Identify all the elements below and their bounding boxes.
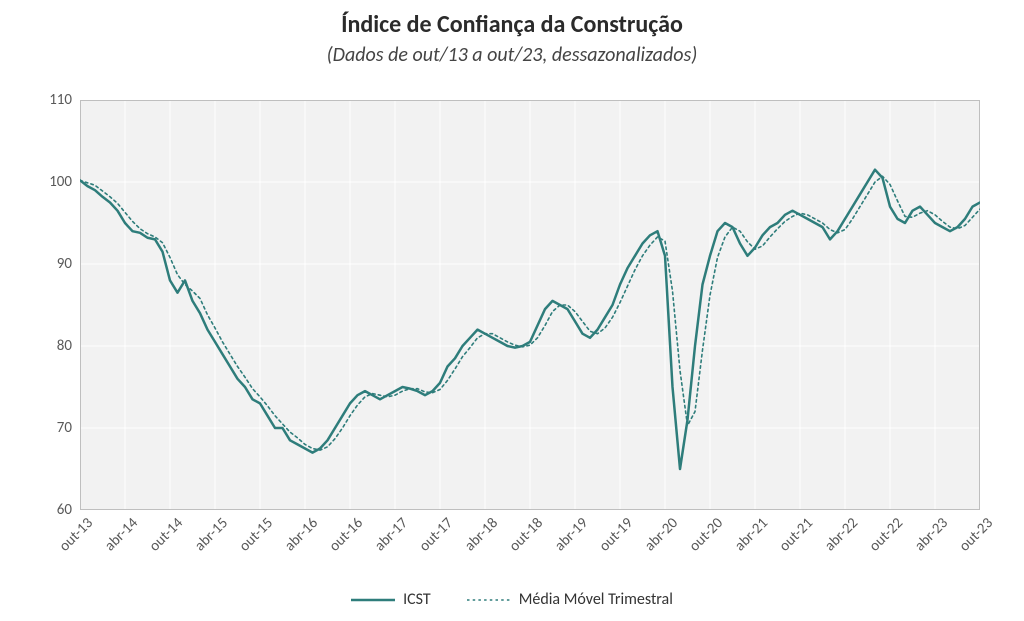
chart-title: Índice de Confiança da Construção	[0, 10, 1024, 39]
x-tick-label: out-19	[592, 510, 637, 555]
x-tick-label: out-20	[682, 510, 727, 555]
title-block: Índice de Confiança da Construção (Dados…	[0, 10, 1024, 67]
plot-svg	[80, 100, 980, 510]
x-tick-label: out-18	[502, 510, 547, 555]
x-tick-label: abr-16	[277, 510, 322, 555]
y-tick-label: 80	[57, 337, 80, 355]
y-tick-label: 100	[49, 173, 80, 191]
legend-swatch	[467, 593, 511, 607]
x-tick-label: out-21	[772, 510, 817, 555]
x-tick-label: out-16	[322, 510, 367, 555]
chart-container: Índice de Confiança da Construção (Dados…	[0, 0, 1024, 621]
y-tick-label: 110	[49, 91, 80, 109]
x-tick-label: abr-18	[457, 510, 502, 555]
x-tick-label: out-15	[232, 510, 277, 555]
x-tick-label: abr-20	[637, 510, 682, 555]
legend-label: ICST	[403, 590, 431, 609]
x-tick-label: abr-19	[547, 510, 592, 555]
legend-swatch	[351, 593, 395, 607]
x-tick-label: out-17	[412, 510, 457, 555]
legend-label: Média Móvel Trimestral	[519, 590, 673, 609]
x-tick-label: abr-21	[727, 510, 772, 555]
x-tick-label: out-22	[862, 510, 907, 555]
x-tick-label: abr-14	[97, 510, 142, 555]
legend: ICST Média Móvel Trimestral	[0, 590, 1024, 612]
y-tick-label: 70	[57, 419, 80, 437]
legend-item-icst: ICST	[351, 590, 431, 609]
legend-item-mm3: Média Móvel Trimestral	[467, 590, 673, 609]
x-tick-label: abr-23	[907, 510, 952, 555]
x-tick-label: out-23	[952, 510, 997, 555]
y-tick-label: 90	[57, 255, 80, 273]
x-tick-label: abr-15	[187, 510, 232, 555]
chart-subtitle: (Dados de out/13 a out/23, dessazonaliza…	[0, 43, 1024, 67]
plot-area: 60708090100110out-13abr-14out-14abr-15ou…	[80, 100, 980, 510]
x-tick-label: out-14	[142, 510, 187, 555]
x-tick-label: abr-17	[367, 510, 412, 555]
x-tick-label: abr-22	[817, 510, 862, 555]
